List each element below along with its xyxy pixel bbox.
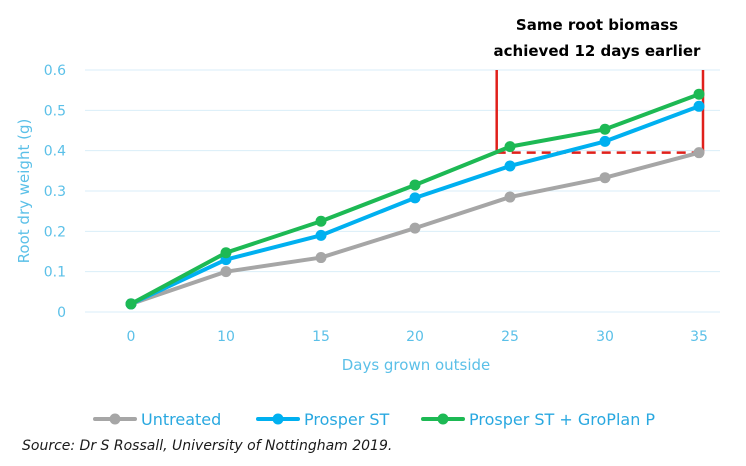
data-point [315,252,327,264]
y-tick-labels: 0 0.1 0.2 0.3 0.4 0.5 0.6 [44,63,66,321]
y-axis-title: Root dry weight (g) [15,119,33,264]
x-tick-label: 25 [501,329,519,345]
data-point [409,192,421,204]
y-tick-label: 0 [57,305,66,321]
x-tick-label: 0 [127,329,136,345]
data-point [125,298,137,310]
data-point [599,123,611,135]
y-tick-label: 0.1 [44,265,66,281]
x-tick-label: 35 [690,329,708,345]
data-point [599,135,611,147]
data-point [693,147,705,159]
data-point [220,266,232,278]
data-point [220,247,232,259]
data-point [693,88,705,100]
source-note: Source: Dr S Rossall, University of Nott… [22,438,393,454]
legend-label: Prosper ST [304,410,390,429]
x-tick-labels: 0 10 15 20 25 30 35 [127,329,708,345]
series-group [125,88,705,310]
data-point [504,141,516,153]
y-tick-label: 0.3 [44,184,66,200]
data-point [693,100,705,112]
x-tick-label: 15 [312,329,330,345]
y-tick-label: 0.6 [44,63,66,79]
data-point [409,179,421,191]
data-point [315,215,327,227]
legend-label: Untreated [141,410,221,429]
data-point [599,172,611,184]
x-tick-label: 10 [217,329,235,345]
legend-label: Prosper ST + GroPlan P [469,410,655,429]
annotation-text-line: achieved 12 days earlier [494,42,701,60]
y-tick-label: 0.2 [44,224,66,240]
legend-swatch-marker [109,413,121,425]
x-axis-title: Days grown outside [342,356,491,374]
y-tick-label: 0.5 [44,103,66,119]
legend: Untreated Prosper ST Prosper ST + GroPlan … [93,410,655,429]
data-point [504,191,516,203]
data-point [315,229,327,241]
data-point [409,222,421,234]
x-tick-label: 20 [406,329,424,345]
legend-swatch-marker [272,413,284,425]
legend-swatch-marker [437,413,449,425]
x-tick-label: 30 [596,329,614,345]
annotation: Same root biomass achieved 12 days earlie… [494,16,705,154]
data-point [504,160,516,172]
y-tick-label: 0.4 [44,144,66,160]
annotation-text-line: Same root biomass [516,16,678,34]
